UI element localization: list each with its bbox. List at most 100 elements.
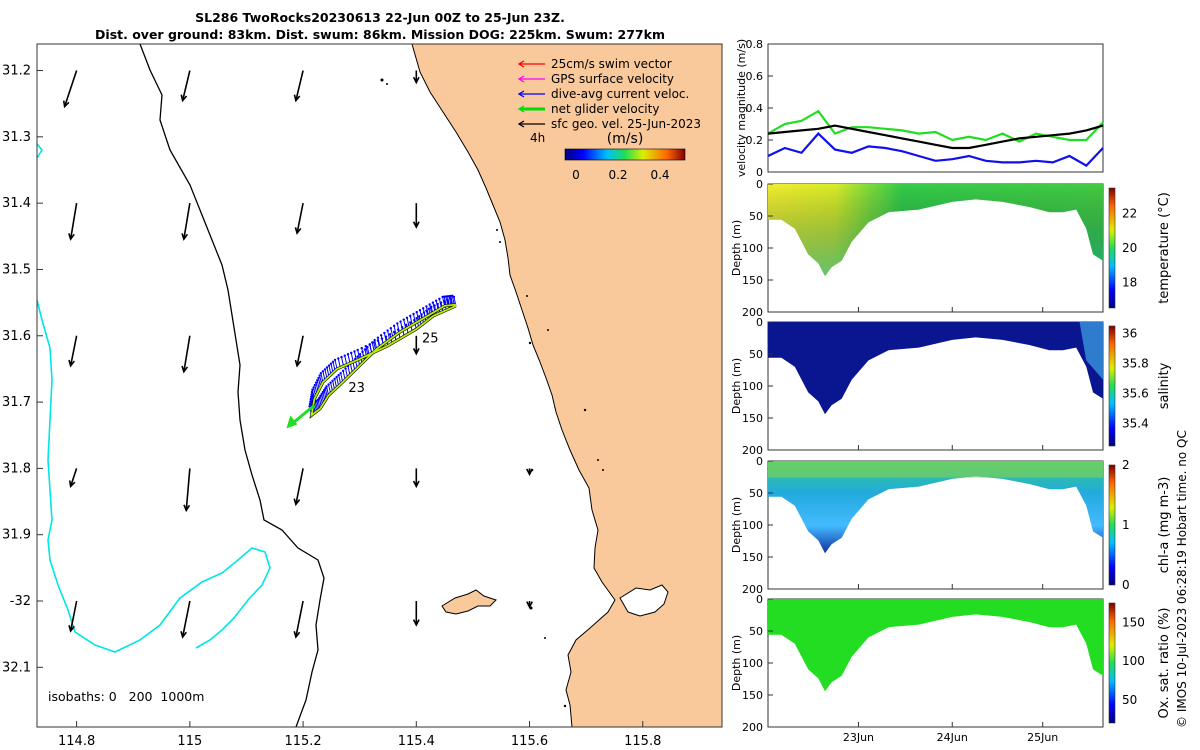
current-vector-head — [425, 305, 428, 308]
title-line-1: SL286 TwoRocks20230613 22-Jun 00Z to 25-… — [195, 10, 565, 25]
colorbar-tick-label: 36 — [1122, 327, 1137, 341]
depth-tick-label: 200 — [742, 444, 763, 457]
isobath-1000m — [37, 299, 271, 653]
current-vector-head — [319, 371, 323, 375]
current-vector-head — [409, 321, 412, 324]
current-vector-head — [415, 317, 418, 320]
map-frame — [36, 43, 723, 728]
geo-vector — [183, 468, 191, 513]
legend-item: 25cm/s swim vector — [517, 57, 672, 71]
depth-tick-label: 0 — [756, 593, 763, 606]
current-vector-head — [310, 393, 313, 396]
current-vector-head — [327, 383, 330, 386]
geo-vector — [181, 203, 191, 241]
current-vector-head — [325, 366, 329, 369]
current-vector-head — [417, 315, 421, 318]
velocity-y-tick-label: 0.8 — [746, 38, 764, 51]
geo-vector — [293, 70, 304, 103]
isobath-1000m-edge — [37, 143, 43, 159]
current-vector-head — [361, 350, 364, 354]
depth-tick-label: 100 — [742, 519, 763, 532]
geo-vector — [526, 601, 533, 609]
legend-label: dive-avg current veloc. — [551, 87, 689, 101]
current-vector-head — [383, 331, 386, 335]
glider-track — [310, 303, 457, 418]
velocity-frame — [767, 43, 1104, 173]
current-vector-head — [314, 381, 318, 384]
current-vector-head — [325, 385, 328, 388]
current-vector-head — [366, 345, 369, 349]
colorbar-tick-2: 0.4 — [650, 168, 669, 182]
current-vector-head — [389, 326, 393, 330]
current-vector-head — [311, 388, 314, 391]
geo-vector — [412, 601, 420, 627]
time-tick-label: 23Jun — [843, 731, 874, 744]
current-vector-head — [438, 297, 441, 301]
profile-panel-salinity: 0 50 100 150 200 Depth (m) 35.4 35.6 35.8 36 salin… — [730, 316, 1172, 457]
map-y-tick-label: 31.7 — [2, 395, 31, 410]
colorbar-tick-label: 0 — [1122, 578, 1130, 592]
current-vector-head — [412, 312, 415, 316]
geo-vector — [412, 468, 420, 489]
depth-tick-label: 100 — [742, 242, 763, 255]
current-vector — [365, 346, 369, 356]
legend-item: GPS surface velocity — [517, 72, 674, 86]
map-y-tick-label: 32.1 — [2, 660, 31, 675]
profile-surface-layer — [768, 461, 1103, 478]
depth-tick-label: 200 — [742, 306, 763, 319]
current-vector — [445, 296, 449, 306]
depth-tick-label: 0 — [756, 316, 763, 329]
depth-tick-label: 0 — [756, 178, 763, 191]
current-vector-head — [396, 322, 399, 325]
current-vector-head — [356, 348, 359, 352]
depth-tick-label: 150 — [742, 551, 763, 564]
colorbar — [1108, 187, 1116, 309]
map-panel: 114.8 115 115.2 115.4 115.6 115.8 31.2 31.3 31.4… — [2, 43, 723, 749]
current-vector-head — [331, 379, 334, 382]
profile-fill — [768, 322, 1103, 415]
current-vector — [446, 296, 450, 306]
current-vector-head — [319, 394, 322, 398]
current-vector-head — [324, 387, 327, 390]
map-y-tick-label: 31.5 — [2, 262, 31, 277]
isobath-200m — [139, 44, 325, 727]
depth-tick-label: 200 — [742, 721, 763, 734]
current-vector-head — [358, 353, 362, 356]
current-vector-head — [344, 367, 347, 370]
current-vector-head — [350, 351, 353, 355]
map-geo-vectors — [62, 70, 533, 639]
geo-vector — [68, 203, 78, 241]
colorbar — [1108, 464, 1116, 586]
colorbar-label: chl-a (mg m-3) — [1157, 477, 1172, 574]
current-vector-head — [317, 376, 320, 380]
current-vector-head — [373, 338, 376, 342]
current-vector-head — [318, 374, 321, 377]
current-vector-head — [431, 301, 435, 304]
depth-tick-label: 100 — [742, 380, 763, 393]
map-y-tick-label: -32 — [10, 594, 31, 609]
geo-vector — [293, 600, 304, 639]
current-vector-head — [312, 386, 315, 389]
depth-tick-label: 0 — [756, 455, 763, 468]
velocity-series-line — [767, 124, 1104, 150]
map-x-tick-label: 114.8 — [58, 734, 95, 749]
current-vector-head — [356, 355, 359, 358]
depth-tick-label: 100 — [742, 657, 763, 670]
legend-item: dive-avg current veloc. — [517, 87, 689, 101]
current-vector-head — [321, 390, 325, 394]
velocity-series-line — [767, 132, 1104, 167]
estuary — [619, 584, 669, 617]
geo-vector — [180, 70, 191, 103]
current-vector-head — [341, 369, 345, 373]
current-vector-head — [434, 299, 438, 302]
track-label: 25 — [422, 331, 439, 346]
colorbar-tick-label: 150 — [1122, 615, 1145, 629]
current-vector-head — [343, 354, 346, 357]
isobath-note: isobaths: 0 200 1000m — [48, 689, 204, 704]
current-vector-head — [421, 307, 425, 310]
time-label: 4h — [530, 131, 545, 145]
map-y-tick-label: 31.2 — [2, 64, 31, 79]
current-vector-head — [340, 355, 343, 359]
depth-ylabel: Depth (m) — [730, 220, 743, 276]
current-vector-head — [415, 310, 418, 314]
